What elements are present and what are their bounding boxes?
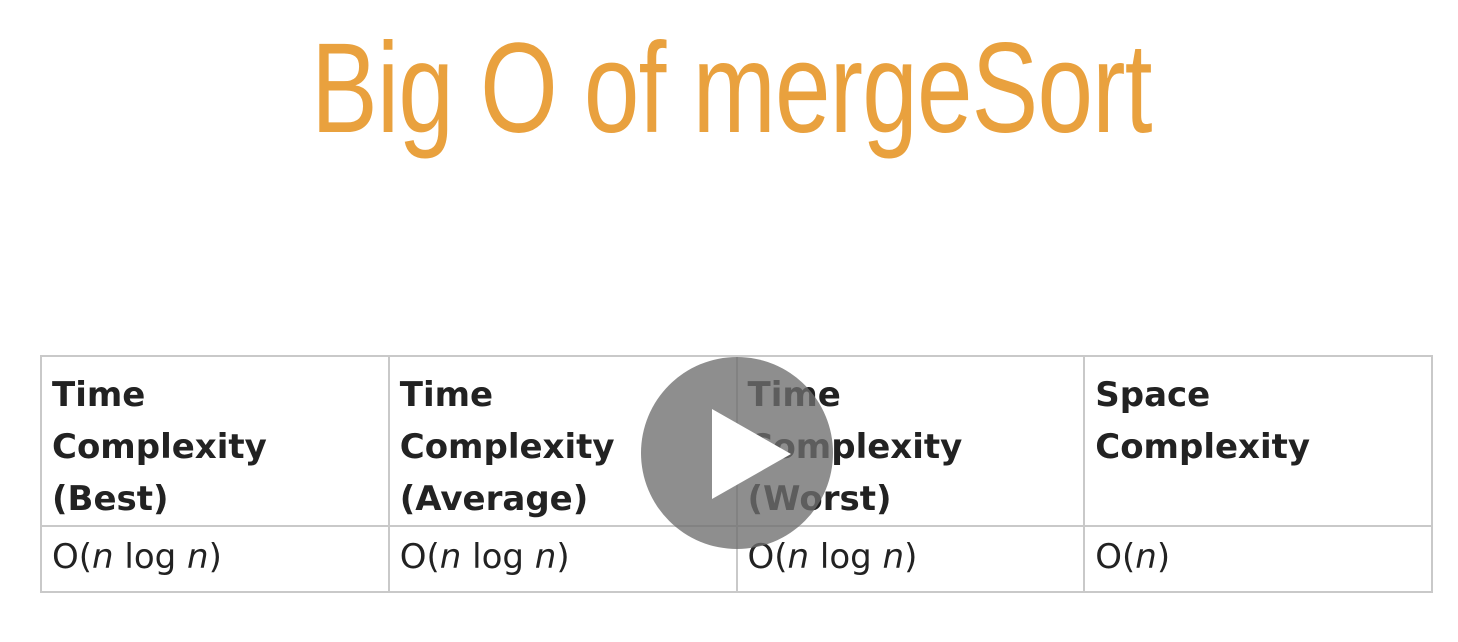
- value-mid: log: [809, 537, 883, 577]
- value-time-best: O(n log n): [40, 525, 390, 593]
- value-prefix: O(: [1095, 537, 1136, 577]
- value-mid: log: [113, 537, 188, 577]
- value-variable: n: [187, 537, 209, 577]
- header-line: Complexity: [52, 427, 267, 467]
- value-mid: log: [461, 537, 535, 577]
- value-variable: n: [787, 537, 810, 577]
- value-variable: n: [92, 537, 114, 577]
- header-line: Time: [52, 375, 146, 415]
- header-line: Space: [1095, 375, 1211, 415]
- value-time-average: O(n log n): [387, 525, 738, 593]
- value-variable: n: [882, 537, 905, 577]
- value-variable: n: [1135, 537, 1157, 577]
- header-line: (Average): [399, 479, 589, 519]
- value-prefix: O(: [52, 537, 93, 577]
- header-space: Space Complexity: [1083, 355, 1433, 527]
- header-time-best: Time Complexity (Best): [40, 355, 390, 527]
- value-variable: n: [534, 537, 557, 577]
- value-space: O(n): [1083, 525, 1433, 593]
- table-row: O(n log n) O(n log n) O(n log n) O(n): [40, 525, 1433, 593]
- value-variable: n: [439, 537, 462, 577]
- value-suffix: ): [1156, 537, 1171, 577]
- value-suffix: ): [556, 537, 570, 577]
- header-line: Complexity: [1095, 427, 1311, 467]
- header-line: (Best): [52, 479, 169, 519]
- video-play-button[interactable]: [641, 357, 833, 549]
- value-time-worst: O(n log n): [735, 525, 1086, 593]
- header-line: Complexity: [399, 427, 615, 467]
- play-icon: [712, 409, 791, 499]
- value-suffix: ): [208, 537, 222, 577]
- header-line: Time: [399, 375, 494, 415]
- value-suffix: ): [904, 537, 918, 577]
- value-prefix: O(: [399, 537, 440, 577]
- slide-title: Big O of mergeSort: [311, 17, 1152, 160]
